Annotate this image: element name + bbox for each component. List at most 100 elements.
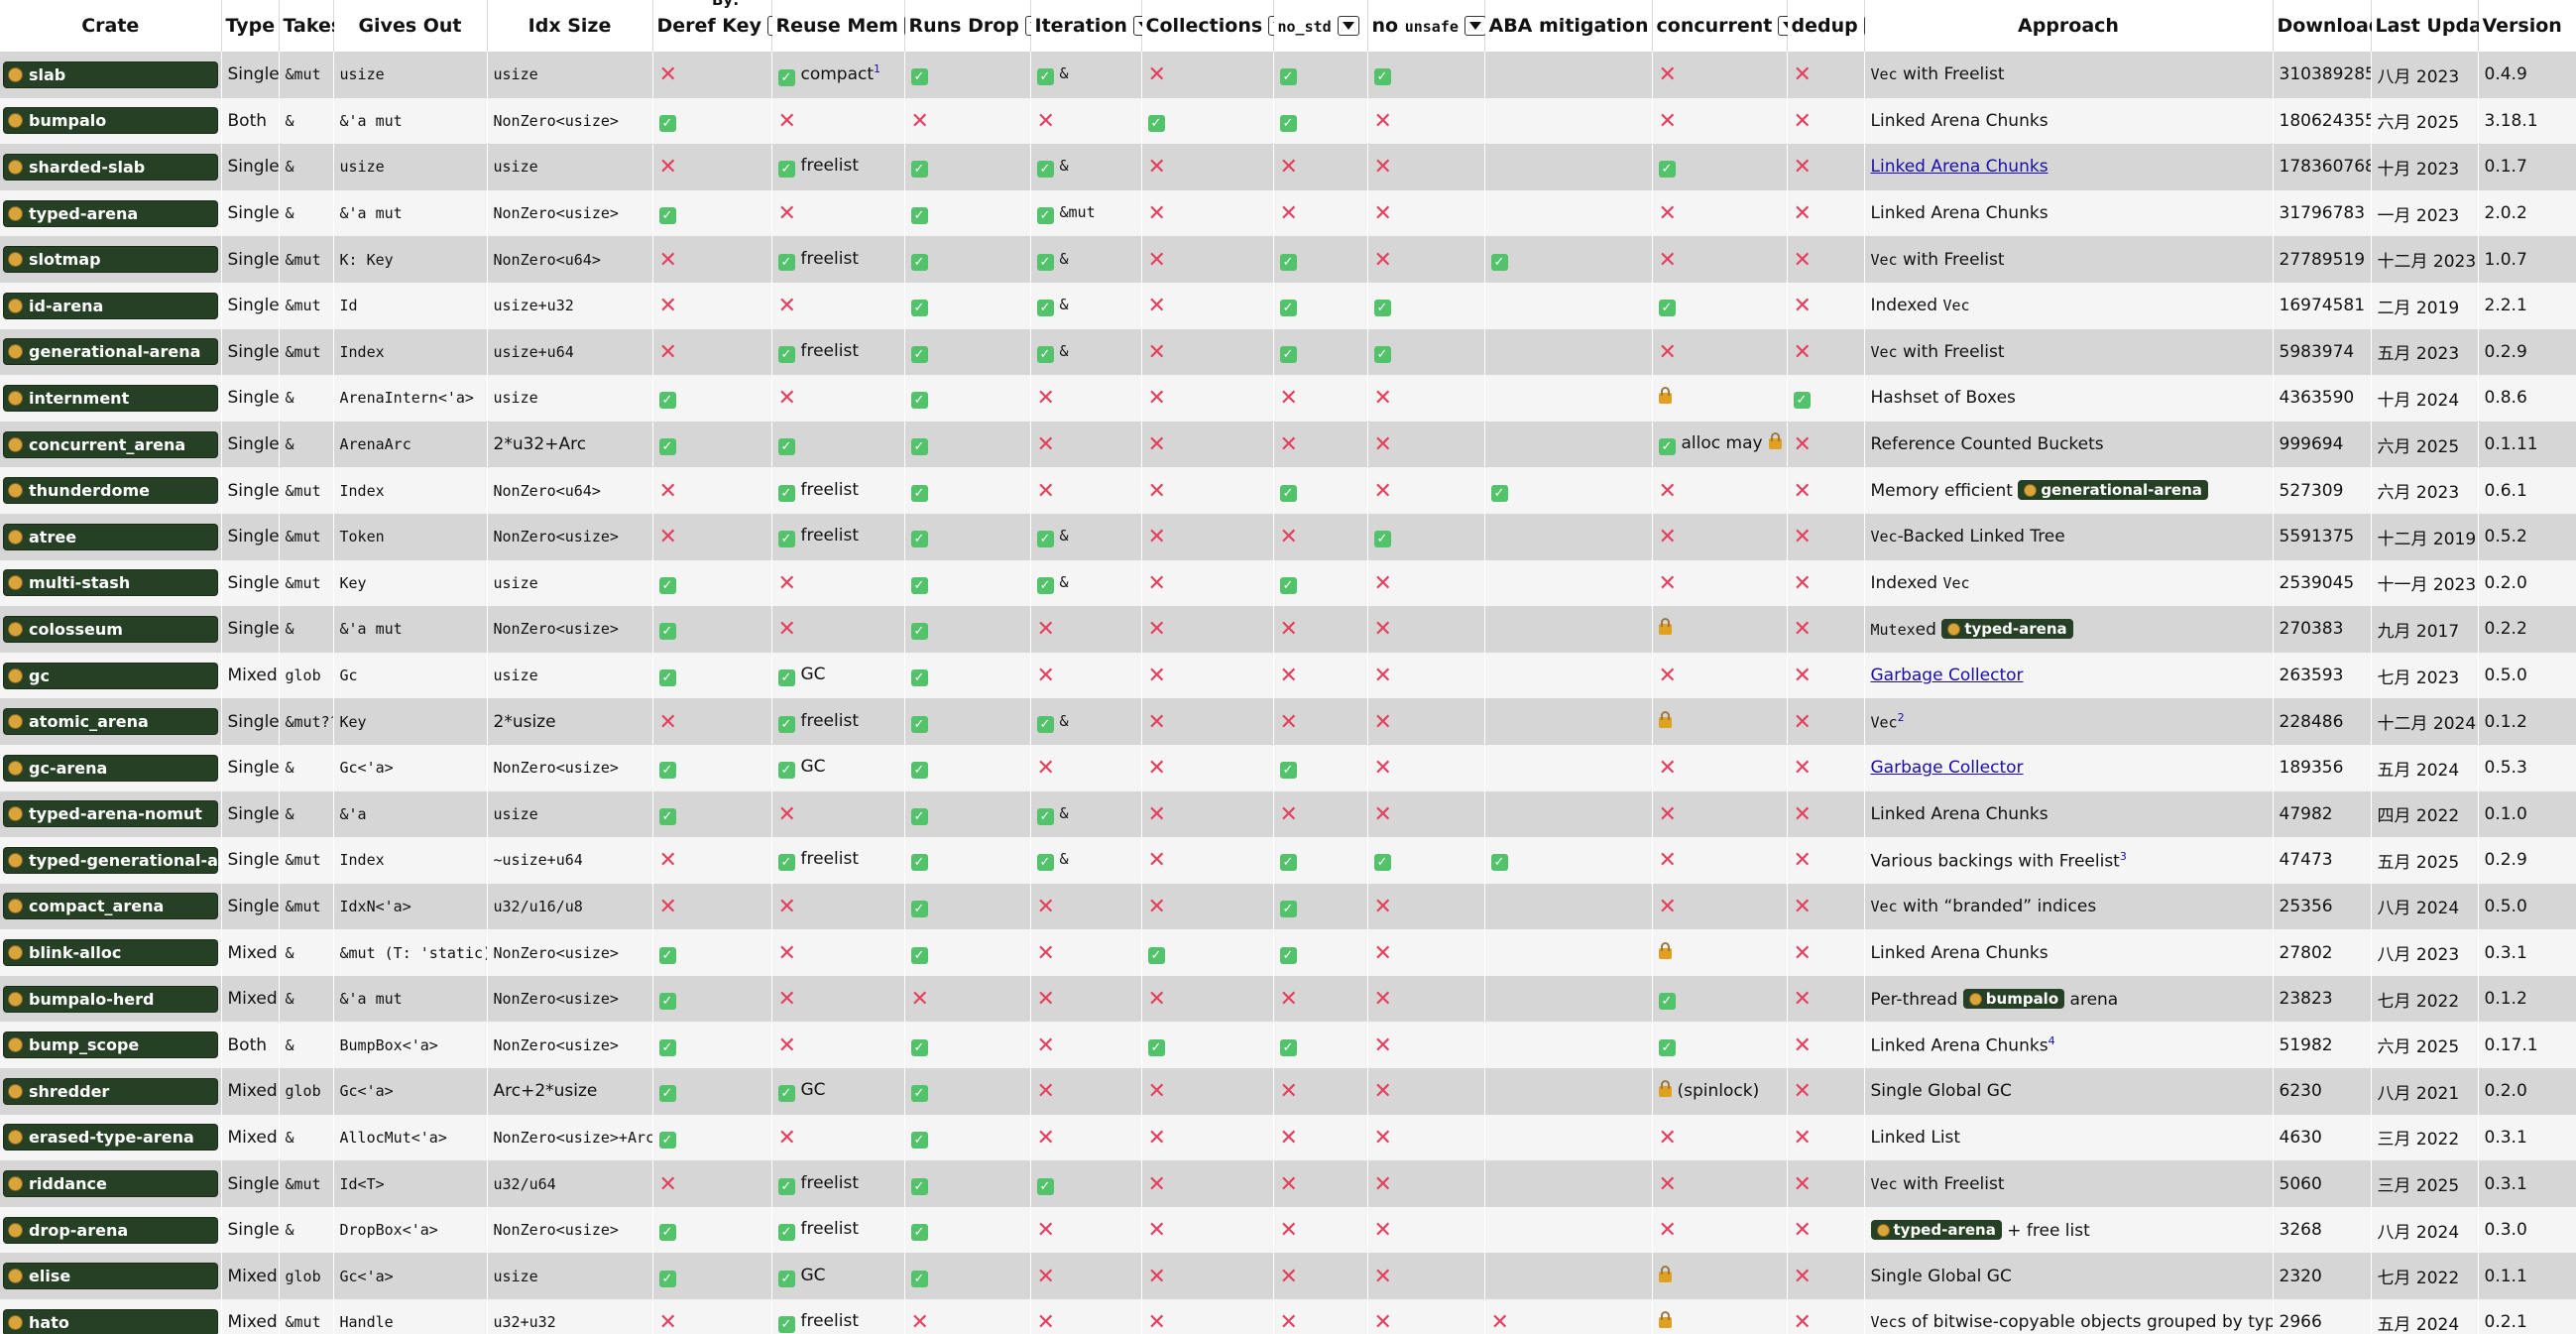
crate-link[interactable]: compact_arena [4,894,217,919]
cell-collections: ✕ [1141,790,1274,838]
check-icon: ✓ [658,993,676,1011]
filter-dropdown-icon[interactable] [1464,16,1486,36]
crate-badge-link[interactable]: typed-arena [1941,618,2073,639]
col-header-concurrent[interactable]: concurrent [1652,0,1801,52]
approach-link[interactable]: Garbage Collector [1870,758,2024,779]
col-header-approach[interactable]: Approach [1864,0,2274,52]
gives-out-value: Key [339,712,367,731]
cell-deref-key: ✓ [652,375,772,422]
cross-icon: ✕ [1793,478,1812,504]
cell-concurrent: ✕ [1652,97,1788,145]
crate-link[interactable]: typed-generational-arena [4,847,220,873]
idx-size-value: usize+u32 [493,297,574,315]
col-header-deref-key[interactable]: By: Deref Key [652,0,789,52]
col-header-last-update[interactable]: Last Update [2371,0,2504,52]
cell-deref-key: ✓ [652,652,772,699]
downloads-value: 6230 [2279,1081,2322,1102]
crate-link[interactable]: multi-stash [4,570,217,596]
col-header-aba-mitigation[interactable]: ABA mitigation [1484,0,1677,52]
col-header-no-unsafe[interactable]: no unsafe [1367,0,1486,52]
check-icon: ✓ [777,1085,795,1103]
cell-takes: &mut [279,513,334,560]
crate-link[interactable]: internment [4,385,217,411]
col-header-iteration[interactable]: Iteration [1030,0,1155,52]
crate-link[interactable]: sharded-slab [4,154,217,180]
takes-value: & [285,620,294,639]
check-icon: ✓ [777,531,795,548]
crate-badge-link[interactable]: bumpalo [1962,988,2065,1009]
crate-link[interactable]: typed-arena-nomut [4,801,217,827]
table-row: bumpalo-herd Mixed & &'a mut NonZero<usize> ✓… [0,975,2576,1023]
crate-link[interactable]: gc-arena [4,755,217,781]
crate-link[interactable]: thunderdome [4,478,217,504]
crate-link[interactable]: bumpalo [4,108,217,134]
check-icon: ✓ [658,392,676,410]
col-header-gives-out[interactable]: Gives Out [333,0,488,52]
crate-link[interactable]: atree [4,524,217,549]
crate-link[interactable]: id-arena [4,293,217,318]
approach-link[interactable]: Garbage Collector [1870,666,2024,686]
col-header-version[interactable]: Version [2478,0,2576,52]
cell-dedup: ✕ [1787,52,1865,98]
cell-downloads: 6230 [2273,1068,2372,1115]
cross-icon: ✕ [777,894,796,919]
cell-aba-mitigation [1484,421,1653,468]
crate-link[interactable]: bumpalo-herd [4,986,217,1012]
crate-link[interactable]: generational-arena [4,339,217,365]
crate-badge-link[interactable]: typed-arena [1870,1219,2002,1240]
footnote-ref[interactable]: 3 [2119,849,2127,863]
footnote-ref[interactable]: 4 [2048,1033,2055,1047]
col-header-type[interactable]: Type [221,0,280,52]
cell-takes: & [279,375,334,422]
crate-link[interactable]: blink-alloc [4,940,217,966]
approach-code: Vec [1870,1313,1898,1332]
col-header-runs-drop[interactable]: Runs Drop [904,0,1047,52]
check-icon: ✓ [1490,854,1508,872]
footnote-ref[interactable]: 2 [1897,710,1905,724]
col-header-crate[interactable]: Crate [0,0,222,52]
crate-link[interactable]: typed-arena [4,200,217,226]
crate-badge-link[interactable]: generational-arena [2018,480,2208,501]
crate-link[interactable]: colosseum [4,616,217,642]
crate-link[interactable]: bump_scope [4,1032,217,1058]
cell-type: Single [221,328,280,376]
cell-crate: shredder [0,1068,222,1115]
cell-approach: Single Global GC [1864,1068,2274,1115]
col-header-reuse-mem[interactable]: Reuse Mem [771,0,926,52]
crate-link[interactable]: concurrent_arena [4,431,217,457]
col-header-dedup[interactable]: dedup [1787,0,1886,52]
cell-takes: &mut [279,837,334,884]
col-header-takes[interactable]: Takes [279,0,342,52]
idx-size-value: usize [493,804,538,823]
crate-link[interactable]: slab [4,61,217,87]
idx-size-value: NonZero<usize> [493,528,619,546]
last-update-value: 八月 2023 [2377,945,2460,966]
cell-idx-size: 2*usize [487,698,653,745]
cell-version: 0.2.0 [2478,559,2576,607]
crate-link[interactable]: elise [4,1264,217,1289]
crate-link[interactable]: gc [4,663,217,688]
col-header-idx-size[interactable]: Idx Size [487,0,653,52]
crate-link[interactable]: slotmap [4,247,217,273]
cross-icon: ✕ [1373,940,1392,966]
crate-link[interactable]: drop-arena [4,1217,217,1243]
col-header-downloads[interactable]: Downloads [2273,0,2394,52]
crab-icon [8,806,23,822]
crate-link[interactable]: erased-type-arena [4,1125,217,1151]
crate-link[interactable]: shredder [4,1078,217,1104]
footnote-ref[interactable]: 1 [874,62,880,75]
col-header-collections[interactable]: Collections [1141,0,1291,52]
approach-link[interactable]: Linked Arena Chunks [1870,157,2049,178]
crate-link[interactable]: riddance [4,1171,217,1197]
crate-link[interactable]: hato [4,1309,217,1334]
cell-concurrent [1652,606,1788,653]
last-update-value: 六月 2023 [2377,483,2460,504]
idx-size-value: NonZero<usize> [493,1035,619,1054]
version-value: 0.1.11 [2484,434,2538,455]
col-header-no-std[interactable]: no_std [1273,0,1368,52]
cell-type: Single [221,375,280,422]
type-value: Mixed [227,1312,278,1333]
reuse-note: freelist [800,156,860,177]
crate-link[interactable]: atomic_arena [4,709,217,735]
filter-dropdown-icon[interactable] [1337,16,1359,36]
